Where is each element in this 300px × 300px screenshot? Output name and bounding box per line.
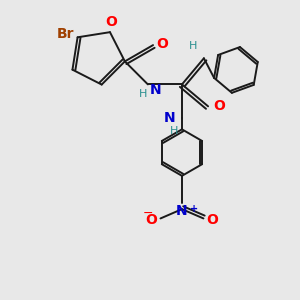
Text: H: H: [170, 126, 178, 136]
Text: O: O: [105, 15, 117, 29]
Text: Br: Br: [57, 27, 74, 41]
Text: −: −: [143, 207, 153, 220]
Text: N: N: [176, 204, 188, 218]
Text: H: H: [139, 89, 147, 99]
Text: O: O: [206, 213, 218, 227]
Text: H: H: [189, 41, 197, 51]
Text: N: N: [164, 111, 176, 125]
Text: +: +: [190, 204, 198, 214]
Text: O: O: [156, 37, 168, 51]
Text: O: O: [214, 98, 225, 112]
Text: N: N: [149, 83, 161, 97]
Text: O: O: [146, 213, 158, 227]
